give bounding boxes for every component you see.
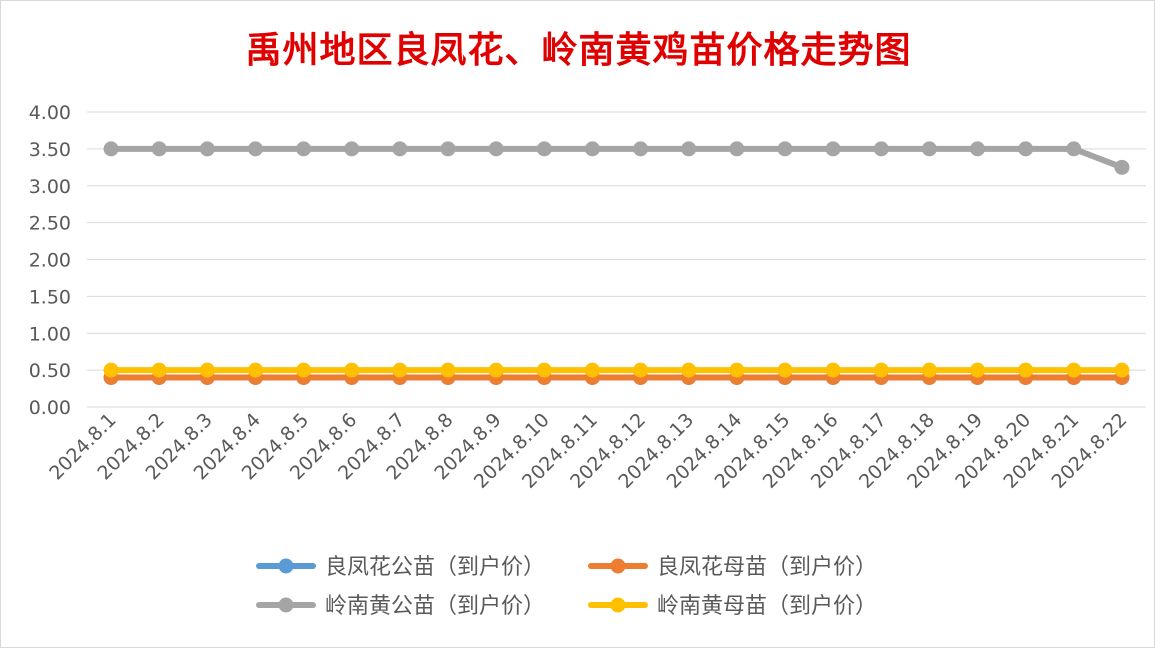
data-point xyxy=(1018,362,1034,378)
legend-swatch-marker xyxy=(610,597,626,613)
data-point xyxy=(970,362,986,378)
data-point xyxy=(970,141,986,157)
data-point xyxy=(825,141,841,157)
data-point xyxy=(681,362,697,378)
data-point xyxy=(151,362,167,378)
data-point xyxy=(873,141,889,157)
data-point xyxy=(921,362,937,378)
data-point xyxy=(584,141,600,157)
series-2 xyxy=(103,141,1130,175)
data-point xyxy=(488,362,504,378)
legend-item: 岭南黄公苗（到户价） xyxy=(256,594,545,619)
data-point xyxy=(584,362,600,378)
data-point xyxy=(344,141,360,157)
data-point xyxy=(825,362,841,378)
series-line xyxy=(108,145,1125,171)
data-point xyxy=(440,141,456,157)
y-axis-ticks: 0.00 0.50 1.00 1.50 2.00 2.50 3.00 3.50 4.00 xyxy=(29,102,71,419)
data-point xyxy=(296,362,312,378)
y-tick-label: 2.00 xyxy=(29,250,71,272)
data-point xyxy=(103,362,119,378)
data-point xyxy=(536,362,552,378)
y-tick-label: 0.00 xyxy=(29,397,71,419)
y-tick-label: 2.50 xyxy=(29,213,71,235)
data-point xyxy=(921,141,937,157)
legend-swatch-marker xyxy=(278,597,294,613)
chart-title: 禹州地区良凤花、岭南黄鸡苗价格走势图 xyxy=(245,29,912,71)
x-axis-ticks: 2024.8.12024.8.22024.8.32024.8.42024.8.5… xyxy=(45,409,1131,493)
data-point xyxy=(1066,141,1082,157)
data-point xyxy=(777,141,793,157)
data-point xyxy=(488,141,504,157)
y-tick-label: 3.00 xyxy=(29,176,71,198)
legend-label: 岭南黄母苗（到户价） xyxy=(657,594,877,619)
data-point xyxy=(296,141,312,157)
series-lines xyxy=(103,141,1130,385)
legend-item: 良凤花公苗（到户价） xyxy=(256,555,545,580)
y-tick-label: 4.00 xyxy=(29,102,71,124)
legend-item: 良凤花母苗（到户价） xyxy=(588,555,877,580)
data-point xyxy=(729,141,745,157)
data-point xyxy=(199,141,215,157)
data-point xyxy=(247,141,263,157)
y-tick-label: 0.50 xyxy=(29,360,71,382)
y-tick-label: 1.50 xyxy=(29,286,71,308)
legend-item: 岭南黄母苗（到户价） xyxy=(588,594,877,619)
legend-label: 岭南黄公苗（到户价） xyxy=(325,594,545,619)
data-point xyxy=(777,362,793,378)
legend-swatch-marker xyxy=(278,558,294,574)
legend: 良凤花公苗（到户价） 良凤花母苗（到户价） 岭南黄公苗（到户价） 岭南黄母苗（到户价） xyxy=(256,555,877,619)
data-point xyxy=(103,141,119,157)
data-point xyxy=(873,362,889,378)
data-point xyxy=(344,362,360,378)
data-point xyxy=(633,362,649,378)
gridlines xyxy=(87,111,1146,408)
data-point xyxy=(1114,362,1130,378)
legend-swatch-marker xyxy=(610,558,626,574)
data-point xyxy=(633,141,649,157)
legend-label: 良凤花母苗（到户价） xyxy=(657,555,877,580)
legend-label: 良凤花公苗（到户价） xyxy=(325,555,545,580)
data-point xyxy=(1114,159,1130,175)
data-point xyxy=(1018,141,1034,157)
data-point xyxy=(1066,362,1082,378)
data-point xyxy=(392,141,408,157)
data-point xyxy=(392,362,408,378)
data-point xyxy=(199,362,215,378)
data-point xyxy=(681,141,697,157)
series-3 xyxy=(103,362,1130,378)
y-tick-label: 3.50 xyxy=(29,139,71,161)
data-point xyxy=(440,362,456,378)
y-tick-label: 1.00 xyxy=(29,323,71,345)
data-point xyxy=(729,362,745,378)
data-point xyxy=(247,362,263,378)
data-point xyxy=(151,141,167,157)
data-point xyxy=(536,141,552,157)
